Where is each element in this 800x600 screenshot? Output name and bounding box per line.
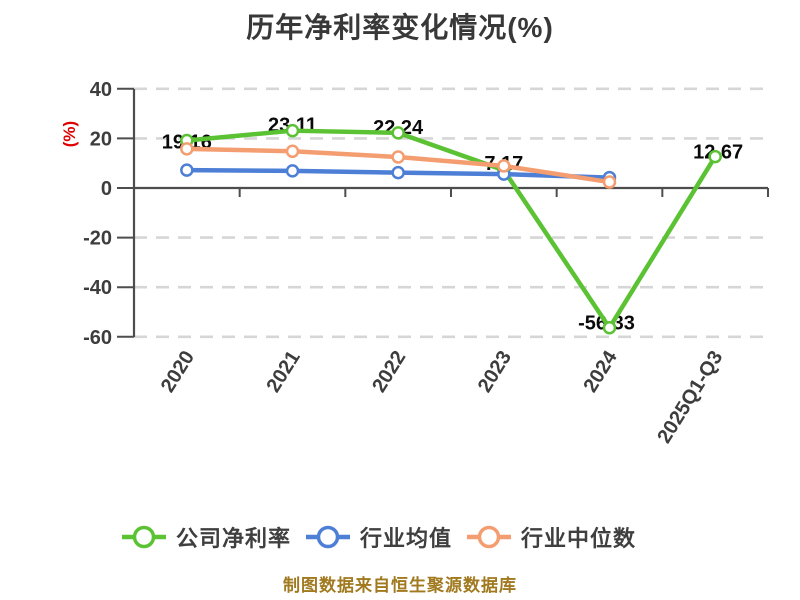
legend-label: 公司净利率: [176, 526, 292, 551]
y-tick-label: 20: [90, 128, 112, 150]
industry-mean-point[interactable]: [285, 164, 300, 178]
legend-label: 行业均值: [360, 526, 453, 551]
company-net-margin-line: [184, 128, 718, 330]
y-tick-label: 0: [101, 178, 112, 200]
legend-item-industry-median[interactable]: 行业中位数: [467, 521, 636, 553]
industry-median-point[interactable]: [285, 144, 300, 159]
industry-mean-point[interactable]: [391, 165, 405, 180]
company-net-margin-point[interactable]: [391, 126, 405, 140]
legend-item-industry-mean[interactable]: 行业均值: [306, 521, 452, 553]
chart-plot: 40 20 0 -20 -40 -60 2020 2021 2022 2023 2024 2025Q1…: [83, 79, 769, 447]
y-tick-label: -20: [83, 228, 112, 250]
company-net-margin-point[interactable]: [285, 123, 300, 138]
legend-marker-industry-mean-icon: [306, 525, 351, 549]
legend: 公司净利率 行业均值 行业中位数: [122, 522, 636, 552]
legend-item-company-net-margin[interactable]: 公司净利率: [122, 521, 291, 553]
x-tick-label: 2022: [368, 347, 410, 396]
legend-marker-company-net-margin-icon: [122, 525, 166, 549]
chart-title: 历年净利率变化情况(%): [246, 12, 554, 43]
x-tick-label: 2025Q1-Q3: [653, 347, 727, 447]
x-tick-label: 2024: [580, 346, 623, 396]
industry-median-point[interactable]: [602, 175, 617, 189]
y-tick-label: -60: [83, 327, 112, 349]
y-tick-label: 40: [90, 79, 112, 101]
x-tick-label: 2023: [474, 347, 516, 396]
x-tick-label: 2021: [263, 347, 305, 396]
footer-note: 制图数据来自恒生聚源数据库: [283, 576, 517, 595]
company-net-margin-point[interactable]: [708, 149, 722, 164]
industry-median-point[interactable]: [391, 150, 405, 164]
legend-label: 行业中位数: [521, 526, 637, 551]
industry-median-point[interactable]: [497, 159, 511, 173]
y-tick-label: -40: [83, 277, 112, 299]
x-tick-label: 2020: [157, 347, 199, 396]
industry-mean-point[interactable]: [180, 163, 194, 177]
legend-marker-industry-median-icon: [467, 525, 512, 549]
industry-median-point[interactable]: [180, 142, 194, 156]
company-net-margin-point[interactable]: [602, 320, 617, 335]
